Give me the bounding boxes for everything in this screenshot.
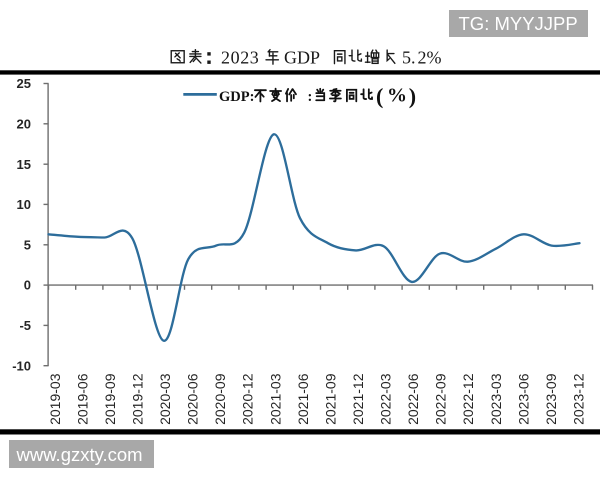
svg-text:2019-09: 2019-09: [102, 373, 118, 425]
svg-text:www.gzxty.com: www.gzxty.com: [16, 444, 143, 465]
svg-text:5: 5: [24, 237, 31, 252]
svg-text:2021-09: 2021-09: [322, 373, 338, 425]
svg-text:GDP: GDP: [284, 48, 320, 68]
svg-text:2019-03: 2019-03: [47, 373, 63, 425]
svg-text:0: 0: [24, 278, 31, 293]
svg-text:2019-06: 2019-06: [74, 373, 90, 425]
svg-text:-5: -5: [19, 318, 31, 333]
svg-text:2023: 2023: [221, 48, 259, 68]
svg-text:2022-09: 2022-09: [433, 373, 449, 425]
svg-text:2%: 2%: [418, 48, 442, 68]
svg-text:(: (: [376, 84, 383, 109]
svg-text:TG: MYYJJPP: TG: MYYJJPP: [459, 13, 578, 34]
svg-text:10: 10: [17, 197, 31, 212]
svg-text:2023-12: 2023-12: [570, 373, 586, 425]
svg-text:5.: 5.: [402, 48, 416, 68]
svg-text:2020-06: 2020-06: [185, 373, 201, 425]
svg-text:2023-03: 2023-03: [488, 373, 504, 425]
svg-text:2021-03: 2021-03: [267, 373, 283, 425]
svg-text:GDP:: GDP:: [219, 89, 254, 105]
svg-text:2020-09: 2020-09: [212, 373, 228, 425]
svg-text:2022-12: 2022-12: [460, 373, 476, 425]
svg-text:2020-12: 2020-12: [240, 373, 256, 425]
svg-text:25: 25: [17, 76, 31, 91]
svg-text:2019-12: 2019-12: [130, 373, 146, 425]
svg-text:15: 15: [17, 157, 31, 172]
svg-text::: :: [308, 89, 313, 105]
svg-text:2021-12: 2021-12: [350, 373, 366, 425]
svg-text:20: 20: [17, 116, 31, 131]
svg-text:2023-06: 2023-06: [515, 373, 531, 425]
svg-text:%: %: [387, 84, 407, 106]
svg-text:2022-03: 2022-03: [378, 373, 394, 425]
svg-text:-10: -10: [12, 358, 31, 373]
svg-text:2023-09: 2023-09: [543, 373, 559, 425]
svg-text:2021-06: 2021-06: [295, 373, 311, 425]
svg-text:): ): [409, 84, 416, 109]
svg-text:2022-06: 2022-06: [405, 373, 421, 425]
svg-text:2020-03: 2020-03: [157, 373, 173, 425]
